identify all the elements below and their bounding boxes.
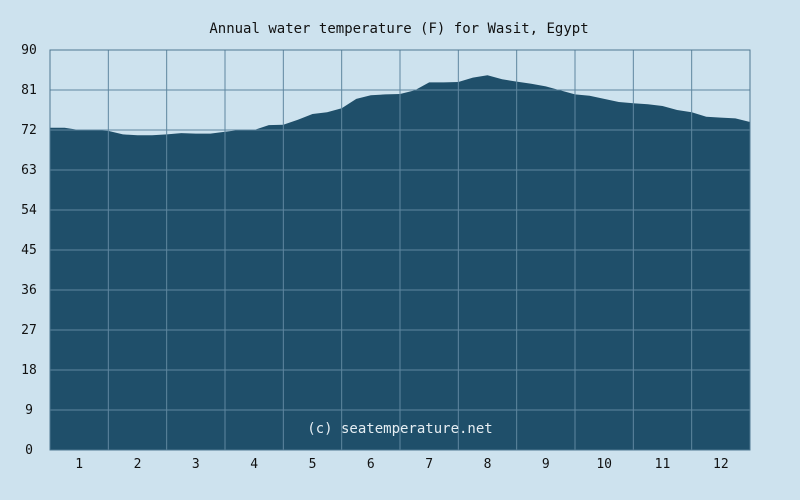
x-tick-label-5: 5 <box>309 457 317 472</box>
x-tick-label-2: 2 <box>134 457 142 472</box>
x-tick-label-12: 12 <box>713 457 729 472</box>
y-tick-label-81: 81 <box>21 83 37 98</box>
y-tick-label-0: 0 <box>25 443 33 458</box>
y-axis: 0 9 18 27 36 45 54 63 72 81 90 <box>21 43 37 458</box>
x-tick-label-4: 4 <box>250 457 258 472</box>
x-tick-label-6: 6 <box>367 457 375 472</box>
x-tick-label-8: 8 <box>484 457 492 472</box>
x-tick-label-10: 10 <box>596 457 612 472</box>
y-tick-label-45: 45 <box>21 243 37 258</box>
y-tick-label-36: 36 <box>21 283 37 298</box>
x-tick-label-7: 7 <box>425 457 433 472</box>
x-tick-label-11: 11 <box>655 457 671 472</box>
x-tick-label-9: 9 <box>542 457 550 472</box>
y-tick-label-63: 63 <box>21 163 37 178</box>
y-tick-label-54: 54 <box>21 203 37 218</box>
plot-frame <box>49 49 751 451</box>
x-axis: 1 2 3 4 5 6 7 8 9 10 11 12 <box>75 457 728 472</box>
y-tick-label-27: 27 <box>21 323 37 338</box>
y-tick-label-9: 9 <box>25 403 33 418</box>
x-tick-label-1: 1 <box>75 457 83 472</box>
y-tick-label-18: 18 <box>21 363 37 378</box>
y-tick-label-72: 72 <box>21 123 37 138</box>
chart-title: Annual water temperature (F) for Wasit, … <box>209 21 588 37</box>
x-tick-label-3: 3 <box>192 457 200 472</box>
y-tick-label-90: 90 <box>21 43 37 58</box>
watermark: (c) seatemperature.net <box>307 421 492 437</box>
